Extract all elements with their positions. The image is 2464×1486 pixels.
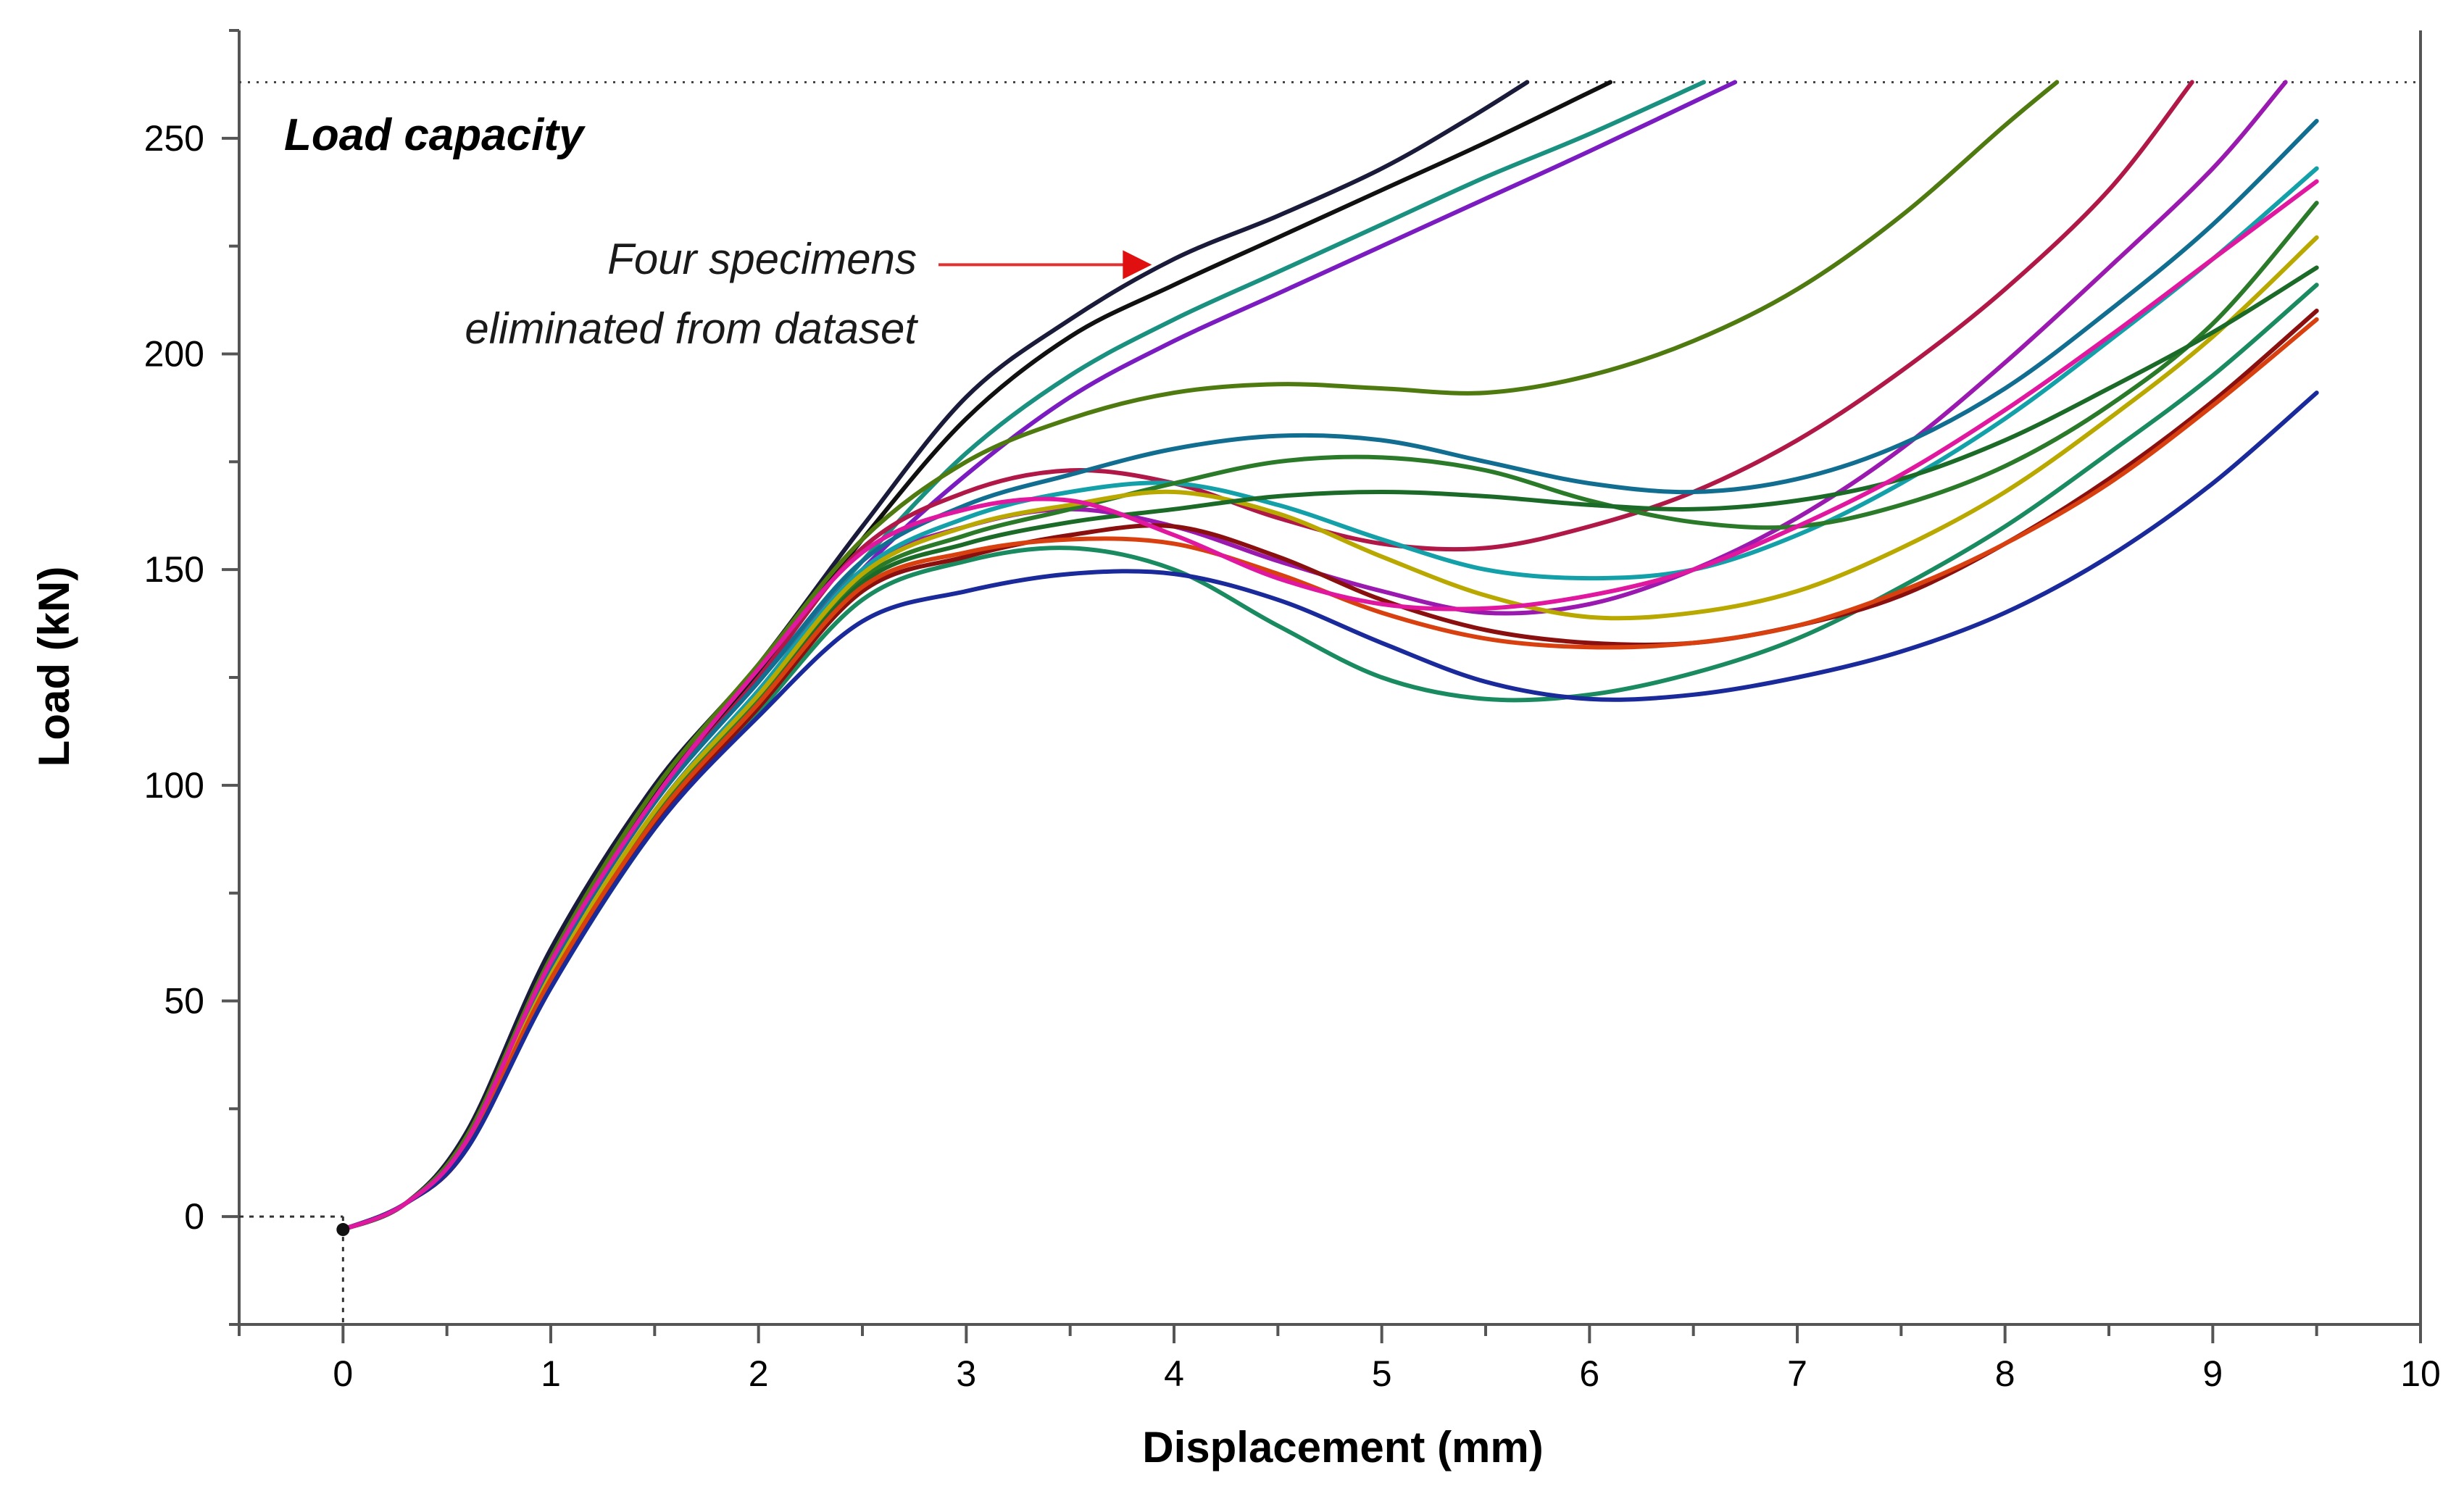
- x-axis-ticks: 0 1 2 3 4 5 6 7 8 9 10: [238, 1324, 2441, 1394]
- series-line-eliminated-1: [341, 80, 1530, 1232]
- x-tick-label: 6: [1579, 1353, 1599, 1394]
- x-axis-title: Displacement (mm): [1142, 1423, 1543, 1472]
- x-tick-label: 2: [749, 1353, 769, 1394]
- x-tick-label: 9: [2202, 1353, 2223, 1394]
- load-capacity-label: Load capacity: [284, 110, 586, 160]
- y-tick-label: 50: [164, 981, 204, 1022]
- x-tick-label: 5: [1372, 1353, 1392, 1394]
- origin-guides: [239, 1215, 344, 1324]
- series-line-specimen-yellow: [341, 235, 2319, 1232]
- y-axis-title: Load (kN): [30, 567, 78, 767]
- y-tick-label: 0: [184, 1196, 204, 1237]
- x-tick-label: 3: [956, 1353, 976, 1394]
- x-tick-label: 1: [541, 1353, 561, 1394]
- x-tick-label: 0: [333, 1353, 353, 1394]
- y-tick-label: 150: [144, 549, 204, 590]
- x-tick-label: 4: [1164, 1353, 1184, 1394]
- y-tick-label: 200: [144, 334, 204, 375]
- y-tick-label: 100: [144, 765, 204, 806]
- origin-point: [336, 1223, 350, 1237]
- annotation-line-1: Four specimens: [607, 235, 917, 283]
- x-tick-label: 7: [1787, 1353, 1807, 1394]
- annotation-arrow-head: [1123, 250, 1152, 280]
- y-axis-ticks: 0 50 100 150 200 250: [144, 29, 239, 1326]
- annotation-line-2: eliminated from dataset: [465, 304, 918, 353]
- y-tick-label: 250: [144, 118, 204, 159]
- series-line-specimen-teal: [341, 119, 2319, 1232]
- series-line-specimen-pink: [341, 179, 2319, 1232]
- series-line-specimen-navy: [341, 391, 2319, 1232]
- series-line-specimen-orange: [341, 317, 2319, 1232]
- x-tick-label: 8: [1995, 1353, 2015, 1394]
- annotation: Four specimens eliminated from dataset: [465, 235, 1152, 353]
- x-tick-label: 10: [2400, 1353, 2441, 1394]
- series-group: [336, 80, 2319, 1237]
